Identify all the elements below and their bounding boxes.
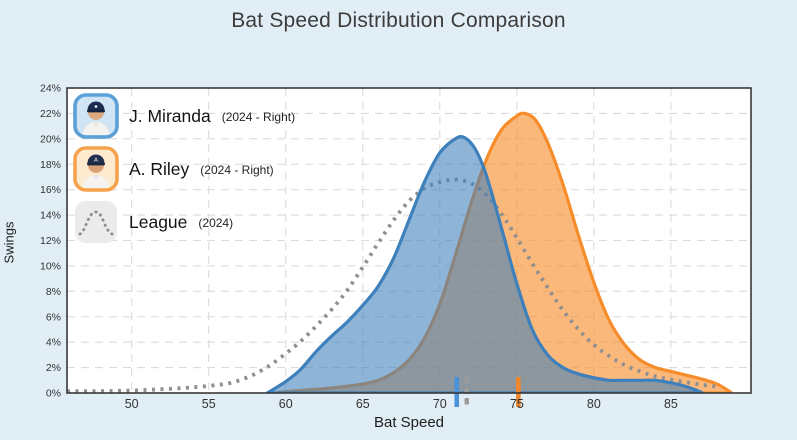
y-tick-label: 24% (40, 83, 61, 95)
x-tick-label: 50 (125, 397, 139, 411)
y-tick-label: 6% (46, 311, 61, 323)
y-tick-label: 2% (46, 362, 61, 374)
plot-border (66, 87, 752, 394)
legend-name-riley: A. Riley (129, 158, 190, 179)
mean-markers (454, 377, 521, 407)
x-tick-label: 85 (664, 397, 678, 411)
x-tick-label: 65 (356, 397, 370, 411)
series-layer (67, 111, 733, 393)
legend-item-league[interactable]: League (2024) (73, 199, 295, 245)
miranda-distribution-curve (265, 134, 704, 393)
legend-detail-riley: (2024 - Right) (200, 163, 274, 177)
y-tick-label: 4% (46, 337, 61, 349)
y-tick-label: 10% (40, 260, 61, 272)
x-tick-label: 70 (433, 397, 447, 411)
legend: J. Miranda (2024 - Right) A A. Riley (20… (73, 93, 295, 245)
y-tick-label: 12% (40, 235, 61, 247)
y-tick-label: 22% (40, 108, 61, 120)
y-tick-label: 20% (40, 133, 61, 145)
y-tick-label: 18% (40, 159, 61, 171)
legend-name-miranda: J. Miranda (129, 105, 211, 126)
x-tick-label: 55 (202, 397, 216, 411)
legend-item-miranda[interactable]: J. Miranda (2024 - Right) (73, 93, 295, 139)
x-tick-label: 75 (510, 397, 524, 411)
legend-detail-league: (2024) (198, 216, 234, 230)
y-axis-label: Swings (1, 221, 17, 264)
legend-detail-miranda: (2024 - Right) (221, 110, 296, 124)
y-tick-label: 14% (40, 210, 61, 222)
miranda-photo-icon (73, 93, 119, 139)
y-tick-label: 8% (46, 286, 61, 298)
x-tick-label: 60 (279, 397, 293, 411)
chart-title: Bat Speed Distribution Comparison (231, 9, 566, 32)
league-distribution-icon (75, 201, 117, 243)
legend-name-league: League (129, 211, 188, 232)
riley-photo-icon: A (73, 146, 119, 192)
x-axis-label: Bat Speed (373, 414, 445, 431)
legend-item-riley[interactable]: A A. Riley (2024 - Right) (73, 146, 295, 192)
y-tick-label: 0% (46, 388, 61, 400)
tick-labels: 50 55 60 65 70 75 80 85 0% 2% 4% 6% 8% 10% 12% 14% 16% 18… (40, 83, 678, 412)
y-tick-label: 16% (40, 184, 61, 196)
x-tick-label: 80 (587, 397, 601, 411)
svg-text:A: A (94, 158, 98, 164)
